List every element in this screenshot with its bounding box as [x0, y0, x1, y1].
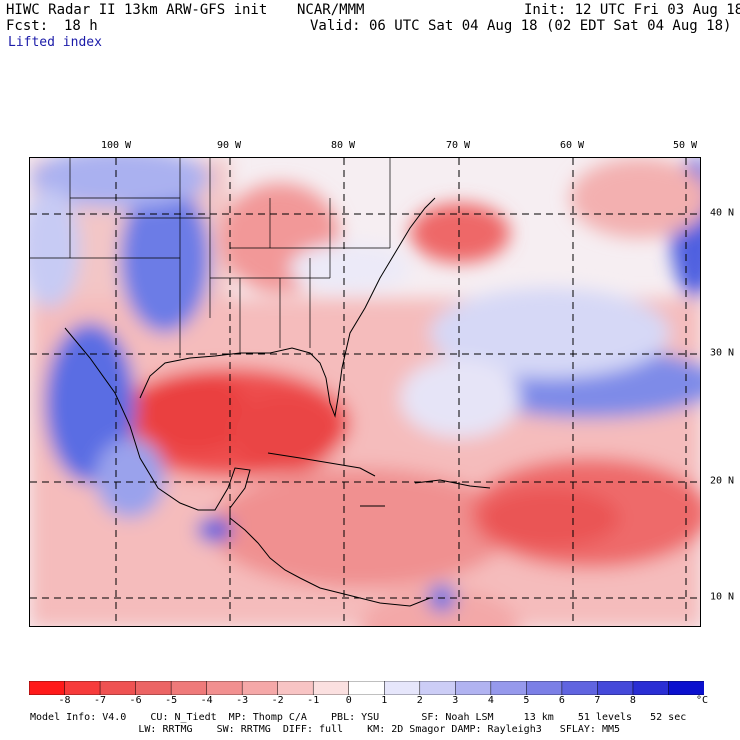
colorbar-unit: °C	[695, 695, 709, 706]
model-info-line1: Model Info: V4.0 CU: N_Tiedt MP: Thomp C…	[30, 712, 687, 723]
lon-label-60w: 60 W	[559, 140, 585, 151]
colorbar-tick-label: -2	[271, 695, 284, 706]
colorbar-swatch	[29, 681, 66, 695]
colorbar-tick-label: -6	[129, 695, 142, 706]
colorbar	[29, 681, 704, 695]
forecast-hour: 18 h	[64, 18, 98, 34]
product-title: HIWC Radar II 13km ARW-GFS init	[6, 2, 268, 18]
lon-label-50w: 50 W	[672, 140, 698, 151]
colorbar-swatch	[206, 681, 243, 695]
colorbar-swatch	[312, 681, 350, 695]
colorbar-tick-label: 0	[345, 695, 352, 706]
lon-label-70w: 70 W	[445, 140, 471, 151]
colorbar-swatch	[348, 681, 386, 695]
colorbar-swatch	[632, 681, 670, 695]
colorbar-tick-label: 2	[416, 695, 423, 706]
colorbar-tick-label: -1	[307, 695, 320, 706]
colorbar-tick-label: -7	[94, 695, 107, 706]
colorbar-swatch	[490, 681, 528, 695]
colorbar-swatch	[419, 681, 457, 695]
org-label: NCAR/MMM	[297, 2, 365, 18]
lat-label-40n: 40 N	[710, 207, 735, 219]
lat-label-30n: 30 N	[710, 347, 735, 359]
colorbar-tick-label: 4	[487, 695, 494, 706]
colorbar-tick-label: 3	[452, 695, 459, 706]
colorbar-tick-label: -5	[165, 695, 178, 706]
colorbar-swatch	[455, 681, 492, 695]
colorbar-swatch	[170, 681, 208, 695]
field-name: Lifted index	[8, 35, 102, 50]
map-svg	[30, 158, 700, 626]
colorbar-swatch	[526, 681, 563, 695]
lat-label-10n: 10 N	[710, 591, 735, 603]
colorbar-swatch	[277, 681, 314, 695]
valid-time: Valid: 06 UTC Sat 04 Aug 18 (02 EDT Sat …	[310, 18, 732, 34]
colorbar-tick-label: 6	[558, 695, 565, 706]
colorbar-swatch	[561, 681, 599, 695]
model-info-line2: LW: RRTMG SW: RRTMG DIFF: full KM: 2D Sm…	[30, 724, 621, 735]
colorbar-swatch	[64, 681, 101, 695]
lon-label-100w: 100 W	[100, 140, 132, 151]
colorbar-tick-label: 5	[523, 695, 530, 706]
colorbar-swatch	[135, 681, 172, 695]
latlon-grid	[30, 158, 700, 626]
colorbar-swatch	[668, 681, 704, 695]
colorbar-swatch	[241, 681, 279, 695]
colorbar-swatch	[99, 681, 137, 695]
colorbar-tick-label: 1	[381, 695, 388, 706]
lon-label-80w: 80 W	[330, 140, 356, 151]
political-borders	[30, 158, 391, 358]
colorbar-swatch	[597, 681, 634, 695]
lifted-index-map	[29, 157, 701, 627]
init-time: Init: 12 UTC Fri 03 Aug 18	[524, 2, 740, 18]
colorbar-swatch	[384, 681, 421, 695]
colorbar-tick-label: -4	[200, 695, 213, 706]
colorbar-tick-label: 8	[629, 695, 636, 706]
colorbar-tick-label: 7	[594, 695, 601, 706]
colorbar-tick-label: -8	[58, 695, 71, 706]
lon-label-90w: 90 W	[216, 140, 242, 151]
colorbar-tick-label: -3	[236, 695, 249, 706]
lifted-index-field	[30, 158, 700, 626]
lat-label-20n: 20 N	[710, 475, 735, 487]
forecast-label: Fcst:	[6, 18, 49, 34]
